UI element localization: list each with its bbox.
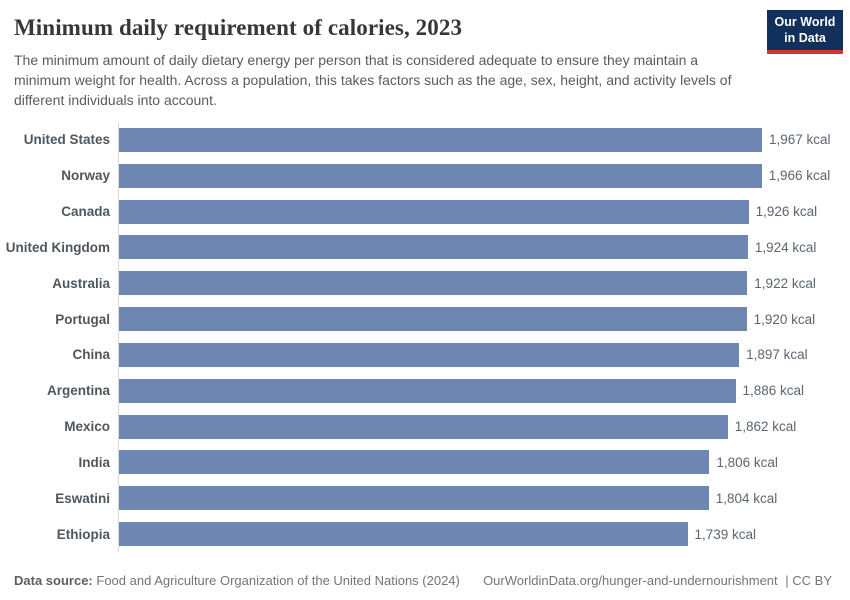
footer: Data source: Food and Agriculture Organi…	[14, 573, 832, 588]
bar	[119, 199, 749, 224]
bar	[119, 486, 709, 511]
bar-row: United States 1,967 kcal	[0, 122, 850, 158]
value-label: 1,924 kcal	[754, 239, 817, 255]
value-label: 1,926 kcal	[755, 204, 818, 220]
value-label: 1,967 kcal	[769, 132, 831, 148]
country-label: United Kingdom	[5, 239, 110, 255]
data-source-label: Data source:	[14, 573, 93, 588]
value-label: 1,897 kcal	[746, 347, 808, 363]
page-subtitle: The minimum amount of daily dietary ener…	[14, 52, 732, 109]
bar-row: Ethiopia 1,739 kcal	[0, 516, 850, 552]
bar	[119, 307, 747, 332]
bar	[119, 342, 740, 367]
bar-row: Canada 1,926 kcal	[0, 194, 850, 230]
owid-logo-line2: in Data	[784, 30, 826, 45]
bar-chart: United States 1,967 kcal Norway 1,966 kcal C…	[0, 122, 850, 552]
country-label: Canada	[61, 204, 110, 220]
bar-row: United Kingdom 1,924 kcal	[0, 229, 850, 265]
value-label: 1,886 kcal	[742, 383, 805, 399]
country-label: Australia	[52, 275, 110, 291]
country-label: Norway	[61, 168, 110, 184]
owid-logo: Our World in Data	[767, 10, 843, 55]
bar-row: Norway 1,966 kcal	[0, 158, 850, 194]
page-title: Minimum daily requirement of calories, 2…	[14, 15, 463, 40]
header: Minimum daily requirement of calories, 2…	[14, 15, 836, 110]
country-label: Mexico	[64, 419, 110, 435]
value-label: 1,862 kcal	[734, 419, 797, 435]
bar-rows: United States 1,967 kcal Norway 1,966 kcal C…	[0, 122, 850, 552]
bar	[119, 450, 710, 475]
country-label: Eswatini	[55, 490, 110, 506]
country-label: Argentina	[46, 383, 110, 399]
footer-right: OurWorldinData.org/hunger-and-undernouri…	[483, 573, 832, 588]
data-source: Data source: Food and Agriculture Organi…	[14, 573, 460, 588]
bar-row: China 1,897 kcal	[0, 337, 850, 373]
bar-row: Eswatini 1,804 kcal	[0, 480, 850, 516]
bar	[119, 163, 762, 188]
owid-logo-line1: Our World	[774, 15, 836, 29]
country-label: Ethiopia	[56, 526, 110, 542]
country-label: Portugal	[55, 311, 110, 327]
country-label: India	[78, 454, 110, 470]
country-label: China	[72, 347, 110, 363]
bar	[119, 271, 748, 296]
value-label: 1,739 kcal	[694, 526, 757, 542]
data-source-value: Food and Agriculture Organization of the…	[96, 573, 460, 588]
bar-row: Australia 1,922 kcal	[0, 265, 850, 301]
value-label: 1,922 kcal	[754, 275, 816, 291]
bar-row: Portugal 1,920 kcal	[0, 301, 850, 337]
value-label: 1,804 kcal	[715, 490, 778, 506]
value-label: 1,806 kcal	[716, 454, 778, 470]
bar-row: Argentina 1,886 kcal	[0, 373, 850, 409]
value-label: 1,920 kcal	[753, 311, 816, 327]
y-axis-line	[118, 122, 119, 552]
footer-link[interactable]: OurWorldinData.org/hunger-and-undernouri…	[483, 573, 778, 588]
license-badge: | CC BY	[785, 573, 832, 588]
bar-row: Mexico 1,862 kcal	[0, 409, 850, 445]
bar-row: India 1,806 kcal	[0, 444, 850, 480]
bar	[119, 414, 728, 439]
bar	[119, 522, 688, 547]
country-label: United States	[23, 132, 110, 148]
bar	[119, 378, 736, 403]
value-label: 1,966 kcal	[768, 168, 831, 184]
bar	[119, 235, 748, 260]
bar	[119, 127, 762, 152]
